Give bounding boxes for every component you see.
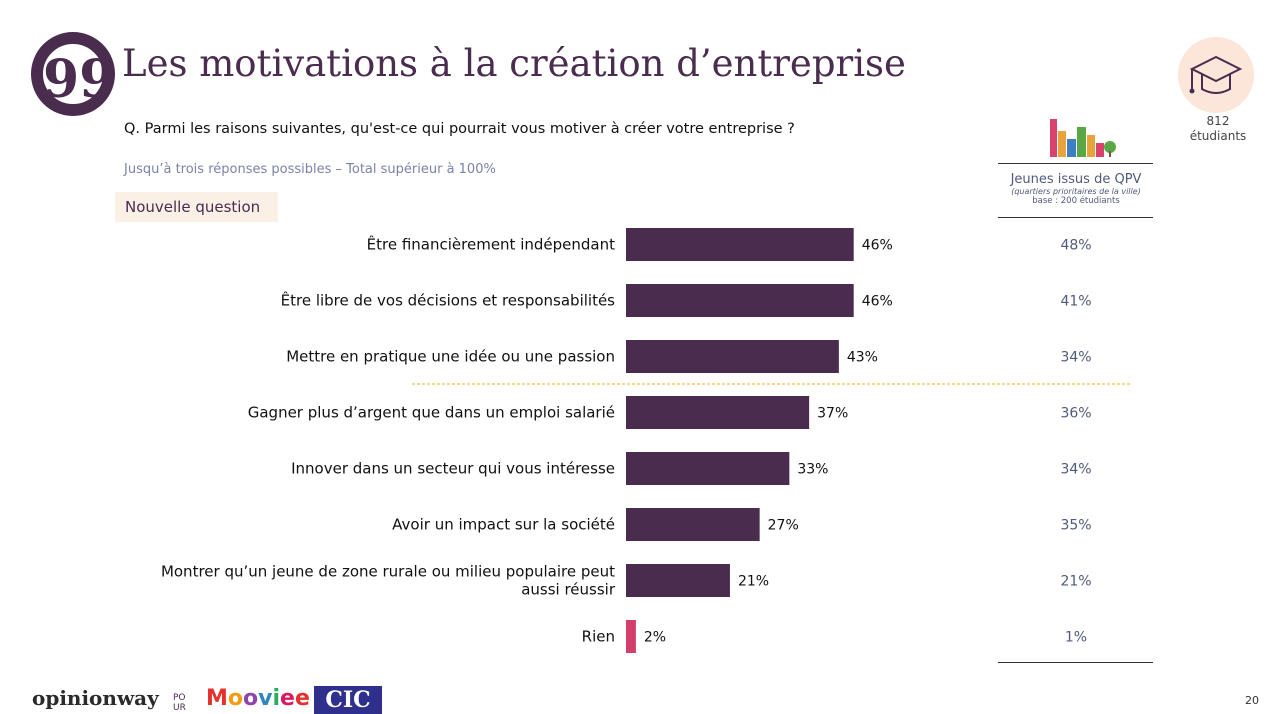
category-label-6: Montrer qu’un jeune de zone rurale ou mi… [161, 563, 616, 599]
bar-value-label-0: 46% [862, 238, 893, 254]
category-label-5: Avoir un impact sur la société [392, 516, 615, 534]
sample-count: 812 étudiants [1180, 114, 1256, 144]
bar-7 [626, 620, 636, 653]
qpv-base: base : 200 étudiants [1032, 196, 1120, 206]
bar-value-label-2: 43% [847, 350, 878, 366]
new-question-badge: Nouvelle question [115, 192, 278, 222]
category-label-1: Être libre de vos décisions et responsab… [281, 291, 616, 310]
bar-1 [626, 284, 854, 317]
bar-value-label-1: 46% [862, 294, 893, 310]
bar-value-label-3: 37% [817, 406, 848, 422]
category-label-7: Rien [582, 628, 615, 646]
qpv-column-header: Jeunes issus de QPV (quartiers prioritai… [998, 172, 1154, 206]
mooviee-logo: Mooviee [206, 686, 310, 711]
bar-4 [626, 452, 790, 485]
page-number: 20 [1245, 694, 1259, 707]
bar-6 [626, 564, 730, 597]
qpv-title: Jeunes issus de QPV [1010, 172, 1142, 187]
pour-label: PO UR [173, 693, 186, 713]
bar-value-label-7: 2% [644, 630, 666, 646]
question-text: Q. Parmi les raisons suivantes, qu'est-c… [124, 121, 795, 137]
qpv-value-3: 36% [1060, 406, 1091, 422]
category-label-2: Mettre en pratique une idée ou une passi… [286, 348, 615, 366]
category-label-3: Gagner plus d’argent que dans un emploi … [248, 404, 615, 422]
sample-count-unit: étudiants [1189, 129, 1247, 143]
qpv-subtitle: (quartiers prioritaires de la ville) [1011, 187, 1141, 196]
category-label-0: Être financièrement indépendant [367, 235, 615, 254]
bar-value-label-5: 27% [768, 518, 799, 534]
bar-value-label-4: 33% [797, 462, 828, 478]
city-icon [1050, 119, 1116, 157]
cic-logo: CIC [314, 686, 382, 714]
qpv-value-4: 34% [1060, 462, 1091, 478]
bar-3 [626, 396, 810, 429]
qpv-value-7: 1% [1065, 630, 1087, 646]
opinionway-logo: opinionway [32, 686, 159, 710]
bar-0 [626, 228, 854, 261]
category-label-4: Innover dans un secteur qui vous intéres… [291, 460, 615, 478]
qpv-value-0: 48% [1060, 238, 1091, 254]
sample-count-number: 812 [1206, 114, 1230, 128]
bar-2 [626, 340, 839, 373]
bar-value-label-6: 21% [738, 574, 769, 590]
graduation-cap-icon [1178, 37, 1254, 113]
bar-5 [626, 508, 760, 541]
qpv-rule-bottom [998, 662, 1153, 663]
qpv-value-1: 41% [1060, 294, 1091, 310]
qpv-rule-mid [998, 217, 1153, 218]
qpv-value-2: 34% [1060, 350, 1091, 366]
qpv-rule-top [998, 163, 1153, 164]
answer-note: Jusqu’à trois réponses possibles – Total… [124, 162, 496, 177]
qpv-value-6: 21% [1060, 574, 1091, 590]
page-title: Les motivations à la création d’entrepri… [122, 42, 906, 85]
qpv-value-5: 35% [1060, 518, 1091, 534]
